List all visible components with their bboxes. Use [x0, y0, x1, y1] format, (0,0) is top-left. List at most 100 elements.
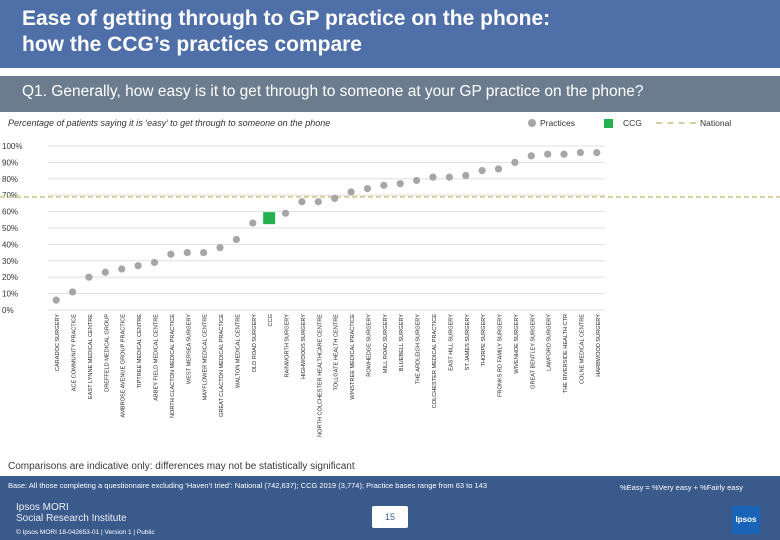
national-line-icon [656, 122, 696, 124]
y-tick-label: 20% [2, 273, 18, 282]
practice-point [363, 185, 372, 193]
category-label: ROWHEDGE SURGERY [366, 314, 372, 377]
category-label: ST JAMES SURGERY [465, 314, 471, 371]
ipsos-logo: Ipsos [732, 506, 760, 534]
category-label: AMBROSE AVENUE GROUP PRACTICE [121, 314, 127, 418]
practice-point [511, 158, 519, 166]
y-tick-label: 60% [2, 208, 18, 217]
y-tick-label: 90% [2, 158, 18, 167]
y-tick-label: 40% [2, 240, 18, 249]
category-label: RAINWORTH SURGERY [285, 314, 291, 378]
page-title: Ease of getting through to GP practice o… [22, 7, 551, 56]
practice-point [396, 180, 404, 188]
category-label: EAST HILL SURGERY [448, 314, 454, 371]
base-note: Base: All those completing a questionnai… [8, 481, 488, 490]
y-tick-label: 100% [2, 142, 22, 151]
practice-point [298, 198, 306, 206]
practice-point [101, 268, 109, 276]
practice-point [478, 167, 486, 175]
practice-point [118, 265, 126, 273]
practice-point [134, 262, 142, 270]
chart-subtitle: Percentage of patients saying it is ‘eas… [8, 118, 331, 128]
legend-ccg-label: CCG [623, 118, 642, 128]
category-label: TOLLGATE HEALTH CENTRE [334, 314, 340, 391]
category-label: THE ARDLEIGH SURGERY [416, 314, 422, 384]
practice-point [200, 249, 208, 257]
category-label: BLUEBELL SURGERY [399, 314, 405, 371]
practice-point [52, 296, 60, 304]
brand-name: Ipsos MORI Social Research Institute [16, 502, 127, 524]
y-tick-label: 80% [2, 175, 18, 184]
category-label: THORPE SURGERY [481, 314, 487, 367]
legend-ccg: CCG [604, 118, 642, 128]
category-label: COLCHESTER MEDICAL PRACTICE [432, 314, 438, 409]
practice-point [167, 250, 175, 258]
category-label: OLD ROAD SURGERY [252, 314, 258, 373]
legend-national-label: National [700, 118, 732, 128]
practice-point [249, 219, 257, 227]
category-label: EAST LYNNE MEDICAL CENTRE [88, 314, 94, 399]
y-tick-label: 70% [2, 191, 18, 200]
practice-point [445, 173, 453, 181]
ease-of-access-chart: 0% 10% 20% 30% 40% 50% 60% 70% 80% 90% 100% CARADOC… [0, 142, 780, 437]
copyright-line: © Ipsos MORI 18-042653-01 | Version 1 | … [16, 529, 155, 536]
category-label: NORTH CLACTON MEDICAL PRACTICE [170, 314, 176, 418]
header-banner: Ease of getting through to GP practice o… [0, 0, 780, 68]
category-label: CCG [268, 314, 274, 326]
formula-note: %Easy = %Very easy + %Fairly easy [620, 483, 743, 492]
practice-point [85, 273, 93, 281]
legend-practices: Practices [528, 118, 575, 128]
legend-practices-label: Practices [540, 118, 575, 128]
category-label: NORTH COLCHESTER HEALTHCARE CENTRE [317, 314, 323, 437]
practice-point [544, 150, 552, 158]
practice-point [150, 258, 159, 267]
category-label: LAWFORD SURGERY [547, 314, 553, 371]
category-label: MAYFLOWER MEDICAL CENTRE [203, 314, 209, 401]
practice-point [380, 181, 388, 189]
ccg-square-icon [604, 118, 613, 128]
practice-point [429, 173, 437, 181]
practice-point [183, 249, 191, 257]
category-label: DREFFELD MEDICAL GROUP [104, 314, 110, 392]
practice-point [68, 288, 77, 296]
caveat-note: Comparisons are indicative only: differe… [8, 461, 355, 472]
practice-point [216, 244, 224, 252]
practice-point [347, 188, 355, 196]
category-label: THE RIVERSIDE HEALTH CTR [563, 314, 569, 393]
category-label: FRONKS RD FAMILY SURGERY [498, 314, 504, 397]
category-label: WEST MERSEA SURGERY [186, 314, 192, 384]
practice-point [314, 198, 322, 206]
ccg-point [263, 212, 276, 225]
page-number: 15 [372, 506, 408, 528]
y-tick-label: 10% [2, 290, 18, 299]
category-label: ACE COMMUNITY PRACTICE [72, 314, 78, 392]
practice-point [494, 165, 503, 173]
y-tick-label: 50% [2, 224, 18, 233]
y-tick-label: 0% [2, 306, 14, 315]
category-label: WIVENHOE SURGERY [514, 314, 520, 374]
practice-point [560, 150, 568, 158]
category-label: GREAT BENTLEY SURGERY [530, 314, 536, 389]
practice-point [232, 235, 240, 244]
practice-point [281, 209, 290, 217]
practice-dot-icon [528, 119, 536, 127]
category-label: HIGHWOODS SURGERY [301, 314, 307, 379]
y-tick-label: 30% [2, 257, 18, 266]
question-text: Q1. Generally, how easy is it to get thr… [22, 83, 644, 100]
legend-national: National [656, 118, 731, 128]
practice-point [413, 176, 421, 185]
category-label: MILL ROAD SURGERY [383, 314, 389, 373]
question-bar: Q1. Generally, how easy is it to get thr… [0, 76, 780, 112]
practice-point [593, 148, 601, 157]
category-label: WINSTREE MEDICAL PRACTICE [350, 314, 356, 400]
practice-point [462, 171, 470, 180]
category-label: CARADOC SURGERY [55, 314, 61, 371]
category-label: ABBEY FIELD MEDICAL CENTRE [153, 314, 159, 401]
category-label: GREAT CLACTON MEDICAL PRACTICE [219, 314, 225, 417]
category-label: TIPTREE MEDICAL CENTRE [137, 314, 143, 389]
practice-point [331, 194, 339, 203]
category-label: COLNE MEDICAL CENTRE [579, 314, 585, 384]
category-label: WALTON MEDICAL CENTRE [235, 314, 241, 388]
practice-point [527, 152, 535, 160]
category-label: HARBWOOD SURGERY [596, 314, 602, 377]
